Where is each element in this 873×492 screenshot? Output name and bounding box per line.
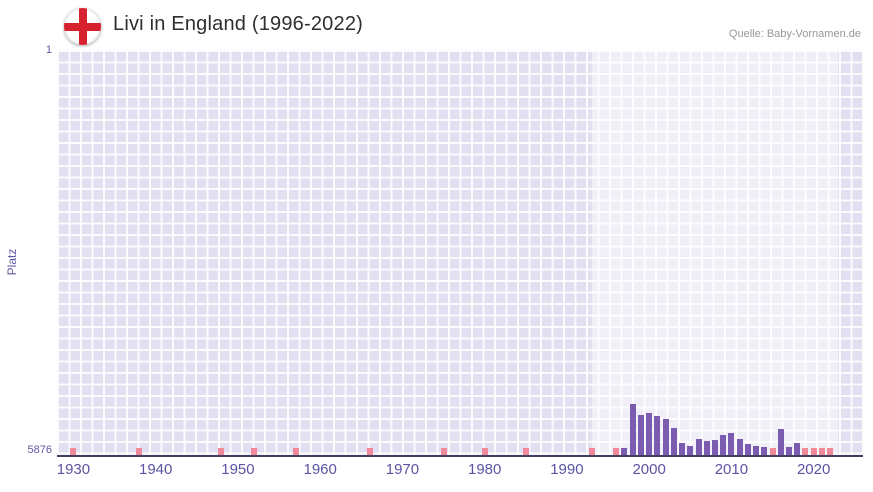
- rank-bar: [638, 415, 644, 455]
- no-rank-marker: [136, 448, 142, 455]
- no-rank-marker: [293, 448, 299, 455]
- x-tick-label: 1950: [221, 461, 255, 478]
- x-axis: 1930 1940 1950 1960 1970 1980 1990 2000 2010 2020: [57, 461, 863, 483]
- flag-cross-vertical: [78, 8, 87, 45]
- no-rank-marker: [589, 448, 595, 455]
- no-rank-marker: [251, 448, 257, 455]
- y-axis-max-label: 1: [45, 44, 52, 56]
- no-rank-marker: [367, 448, 373, 455]
- x-tick-label: 2010: [714, 461, 749, 478]
- chart-header: Livi in England (1996-2022) Quelle: Baby…: [0, 0, 873, 50]
- no-rank-marker: [613, 448, 619, 455]
- rank-bar: [761, 447, 767, 455]
- x-tick-label: 1960: [303, 461, 337, 478]
- no-rank-marker: [770, 448, 776, 455]
- rank-bar: [687, 446, 693, 455]
- no-rank-marker: [819, 448, 825, 455]
- rank-bar: [745, 444, 751, 455]
- page-title: Livi in England (1996-2022): [113, 13, 364, 35]
- y-axis-min-label: 5876: [27, 444, 52, 456]
- y-axis-title: Platz: [5, 248, 19, 276]
- rank-bar: [679, 443, 685, 455]
- x-tick-label: 1970: [385, 461, 420, 478]
- rank-bar: [630, 404, 636, 455]
- no-rank-marker: [482, 448, 488, 455]
- rank-bar: [794, 443, 800, 455]
- x-tick-label: 1980: [467, 461, 502, 478]
- no-rank-marker: [802, 448, 808, 455]
- rank-bar: [753, 446, 759, 455]
- no-rank-marker: [827, 448, 833, 455]
- no-rank-marker: [523, 448, 529, 455]
- rank-bar: [778, 429, 784, 455]
- no-rank-marker: [441, 448, 447, 455]
- no-rank-marker: [70, 448, 76, 455]
- no-rank-marker: [811, 448, 817, 455]
- rank-bar: [704, 441, 710, 455]
- x-tick-label: 1930: [56, 461, 91, 478]
- x-tick-label: 1990: [550, 461, 584, 478]
- rank-bar: [671, 428, 677, 455]
- rank-bar: [663, 419, 669, 455]
- source-label: Quelle: Baby-Vornamen.de: [728, 28, 861, 40]
- no-rank-marker: [218, 448, 224, 455]
- england-flag-icon: [64, 8, 101, 45]
- plot-area: [57, 50, 863, 457]
- rank-bar: [737, 439, 743, 455]
- rank-bar: [720, 435, 726, 455]
- rank-bar: [696, 439, 702, 455]
- rank-bar: [646, 413, 652, 455]
- rank-bar: [621, 448, 627, 455]
- x-tick-label: 2020: [796, 461, 831, 478]
- x-tick-label: 1940: [139, 461, 173, 478]
- rank-bar: [654, 416, 660, 455]
- rank-bar: [712, 440, 718, 455]
- highlight-band: [591, 50, 839, 455]
- rank-bar: [786, 447, 792, 455]
- rank-bar: [728, 433, 734, 455]
- x-tick-label: 2000: [632, 461, 666, 478]
